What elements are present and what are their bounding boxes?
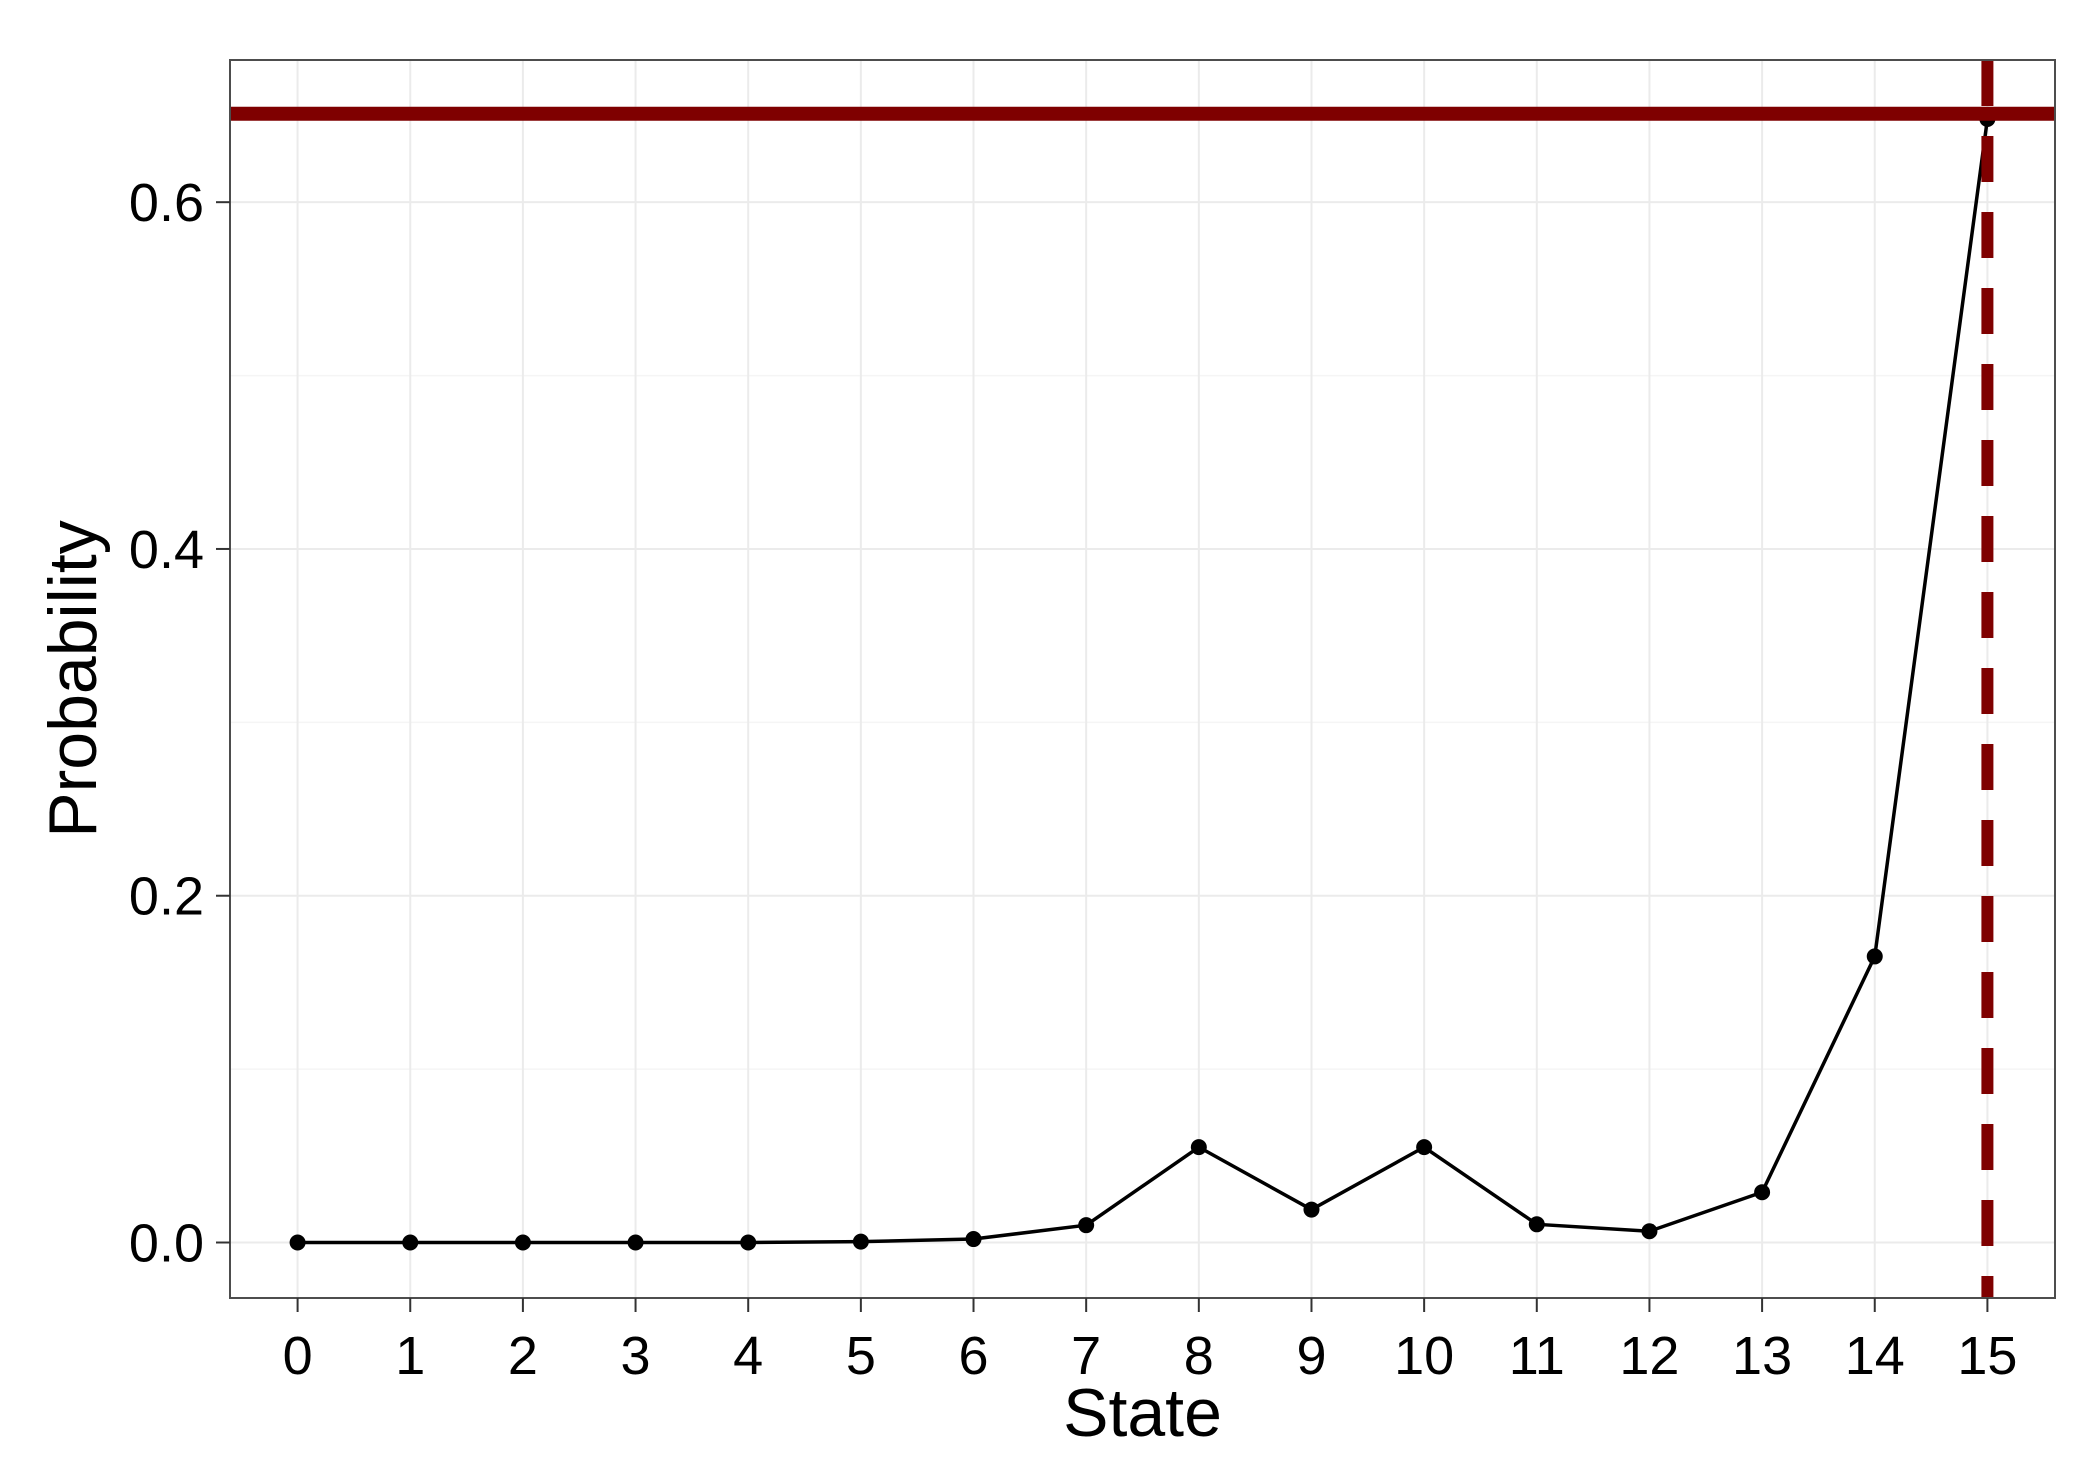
x-tick-label: 5 <box>846 1326 876 1386</box>
x-tick-label: 15 <box>1957 1326 2017 1386</box>
x-tick-label: 6 <box>958 1326 988 1386</box>
y-axis: 0.0 0.2 0.4 0.6 <box>129 173 230 1274</box>
x-tick-label: 11 <box>1509 1326 1565 1386</box>
data-point <box>852 1233 869 1250</box>
y-tick-label: 0.6 <box>129 173 204 233</box>
x-tick-label: 12 <box>1619 1326 1679 1386</box>
data-point <box>1754 1184 1771 1201</box>
x-axis: 0 1 2 3 4 5 6 7 8 9 10 11 12 13 14 15 <box>283 1298 2017 1386</box>
data-point <box>1190 1139 1207 1156</box>
x-tick-label: 7 <box>1071 1326 1101 1386</box>
x-tick-label: 1 <box>395 1326 425 1386</box>
plot-panel <box>230 60 2055 1298</box>
x-tick-label: 8 <box>1184 1326 1214 1386</box>
x-tick-label: 2 <box>508 1326 538 1386</box>
x-tick-label: 14 <box>1845 1326 1905 1386</box>
data-point <box>514 1234 531 1251</box>
series-line <box>297 118 1990 1245</box>
series-group <box>289 110 1996 1251</box>
reference-lines <box>230 60 2055 1298</box>
data-point <box>627 1234 644 1251</box>
data-point <box>1078 1217 1095 1234</box>
data-point <box>1416 1139 1433 1156</box>
x-tick-label: 0 <box>283 1326 313 1386</box>
data-point <box>1641 1223 1658 1240</box>
x-tick-label: 13 <box>1732 1326 1792 1386</box>
data-point <box>1303 1201 1320 1218</box>
data-point <box>1866 948 1883 965</box>
x-tick-label: 10 <box>1394 1326 1454 1386</box>
grid <box>230 60 2055 1298</box>
plot-panel-border <box>229 59 2056 1299</box>
data-point <box>402 1234 419 1251</box>
x-tick-label: 9 <box>1296 1326 1326 1386</box>
x-axis-title: State <box>1063 1375 1222 1451</box>
x-tick-label: 3 <box>621 1326 651 1386</box>
data-point <box>289 1234 306 1251</box>
y-axis-title: Probability <box>35 520 111 838</box>
y-tick-label: 0.2 <box>129 867 204 927</box>
data-point <box>740 1234 757 1251</box>
y-tick-label: 0.4 <box>129 520 204 580</box>
data-point <box>1528 1216 1545 1233</box>
data-point <box>965 1231 982 1248</box>
x-tick-label: 4 <box>733 1326 763 1386</box>
y-tick-label: 0.0 <box>129 1214 204 1274</box>
